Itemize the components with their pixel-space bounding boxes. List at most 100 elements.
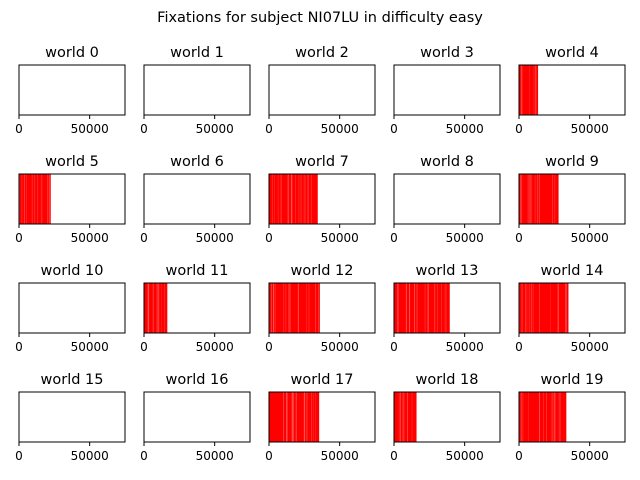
x-tick-label: 50000 [321,231,359,245]
plot-area [19,65,125,115]
subplot-panel: world 10 0 50000 [15,263,126,354]
x-tick-label: 50000 [196,340,234,354]
plot-area [19,283,125,333]
subplot-panel: world 1 0 50000 [140,45,251,136]
x-tick-label: 50000 [321,449,359,463]
subplot-panel: world 2 0 50000 [265,45,376,136]
x-tick-label: 50000 [196,231,234,245]
subplot-title: world 15 [41,372,104,388]
x-tick-label: 0 [390,122,398,136]
axes-frame [18,391,126,443]
x-tick-label: 50000 [446,231,484,245]
subplot-panel: world 5 0 50000 [15,154,126,245]
subplot-panel: world 4 0 50000 [515,45,626,136]
x-tick-label: 0 [515,231,523,245]
subplot-title: world 19 [541,372,604,388]
x-tick-label: 50000 [446,122,484,136]
subplot-title: world 9 [545,154,599,170]
x-tick-label: 50000 [571,340,609,354]
axes-frame [18,282,126,334]
subplot-title: world 17 [291,372,354,388]
axes-frame [143,64,251,116]
x-tick-label: 0 [265,449,273,463]
x-tick-label: 0 [265,231,273,245]
axes-frame [393,282,501,334]
subplot-title: world 1 [170,45,224,61]
subplot-panel: world 8 0 50000 [390,154,501,245]
x-tick-label: 0 [390,340,398,354]
x-tick-label: 0 [140,340,148,354]
x-tick-label: 50000 [196,122,234,136]
plot-area [394,174,500,224]
subplot-panel: world 15 0 50000 [15,372,126,463]
subplot-panel: world 11 0 50000 [140,263,251,354]
x-tick-label: 50000 [446,449,484,463]
axes-frame [268,391,376,443]
axes-frame [18,64,126,116]
subplot-panel: world 17 0 50000 [265,372,376,463]
x-tick-label: 50000 [321,340,359,354]
subplot-panel: world 16 0 50000 [140,372,251,463]
x-tick-label: 0 [15,122,23,136]
x-tick-label: 50000 [321,122,359,136]
subplot-panel: world 14 0 50000 [515,263,626,354]
plot-area [144,65,250,115]
x-tick-label: 50000 [71,231,109,245]
subplot-title: world 14 [541,263,604,279]
fixation-band [519,392,567,442]
x-tick-label: 0 [390,231,398,245]
axes-frame [518,173,626,225]
subplot-title: world 18 [416,372,479,388]
subplot-title: world 2 [295,45,349,61]
subplot-title: world 3 [420,45,474,61]
axes-frame [143,391,251,443]
x-tick-label: 50000 [446,340,484,354]
axes-frame [268,64,376,116]
fixation-band [144,283,168,333]
axes-frame [393,64,501,116]
subplot-panel: world 9 0 50000 [515,154,626,245]
x-tick-label: 50000 [71,122,109,136]
fixation-band [269,174,318,224]
figure-title: Fixations for subject NI07LU in difficul… [157,10,483,26]
plot-area [144,174,250,224]
x-tick-label: 0 [515,449,523,463]
subplot-panel: world 12 0 50000 [265,263,376,354]
subplot-title: world 16 [166,372,229,388]
axes-frame [18,173,126,225]
x-tick-label: 0 [140,122,148,136]
x-tick-label: 50000 [71,340,109,354]
subplot-title: world 8 [420,154,474,170]
subplot-panel: world 6 0 50000 [140,154,251,245]
subplot-panel: world 18 0 50000 [390,372,501,463]
plot-area [19,392,125,442]
axes-frame [393,391,501,443]
subplot-panel: world 19 0 50000 [515,372,626,463]
subplot-panel: world 3 0 50000 [390,45,501,136]
x-tick-label: 0 [390,449,398,463]
axes-frame [393,173,501,225]
axes-frame [518,282,626,334]
fixation-band [519,65,539,115]
x-tick-label: 50000 [71,449,109,463]
subplot-title: world 12 [291,263,354,279]
x-tick-label: 50000 [571,122,609,136]
fixation-band [394,392,417,442]
subplot-panel: world 13 0 50000 [390,263,501,354]
subplot-panel: world 7 0 50000 [265,154,376,245]
axes-frame [143,173,251,225]
subplot-title: world 13 [416,263,479,279]
axes-frame [518,64,626,116]
axes-frame [268,282,376,334]
axes-frame [268,173,376,225]
plot-area [269,65,375,115]
subplot-title: world 7 [295,154,349,170]
subplot-title: world 0 [45,45,99,61]
plot-area [394,65,500,115]
subplot-title: world 11 [166,263,229,279]
subplot-title: world 10 [41,263,104,279]
x-tick-label: 0 [140,231,148,245]
subplot-title: world 4 [545,45,599,61]
x-tick-label: 50000 [196,449,234,463]
